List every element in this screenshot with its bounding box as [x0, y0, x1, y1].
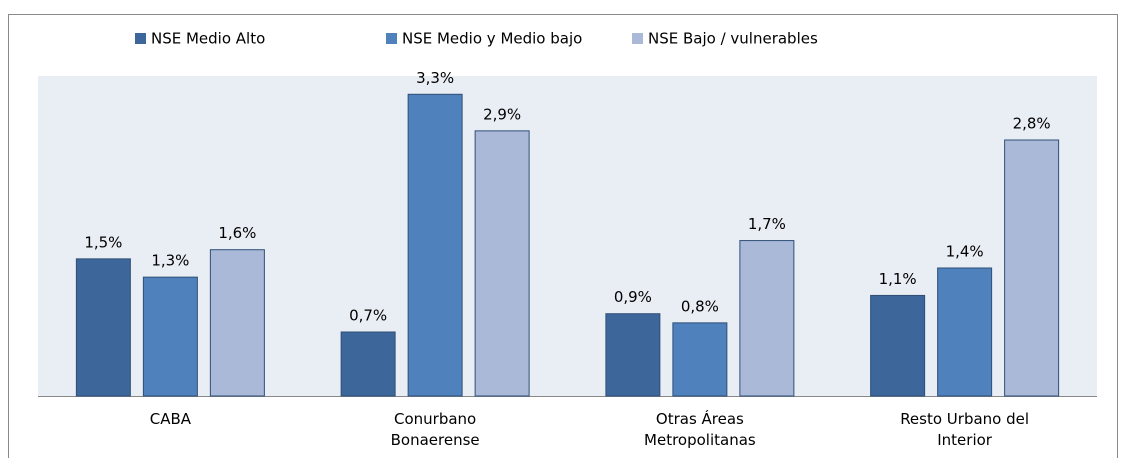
legend-label: NSE Bajo / vulnerables: [648, 30, 818, 48]
bar: [1004, 139, 1060, 397]
x-tick-label: Conurbano Bonaerense: [390, 410, 480, 449]
data-label: 1,7%: [748, 215, 786, 233]
data-label: 1,4%: [946, 243, 984, 261]
data-label: 1,5%: [84, 233, 122, 251]
legend-label: NSE Medio Alto: [151, 30, 265, 48]
data-label: 0,9%: [614, 288, 652, 306]
bar: [937, 267, 993, 397]
bar: [474, 130, 530, 397]
bar: [870, 294, 926, 397]
data-label: 1,3%: [151, 252, 189, 270]
bar: [209, 249, 265, 397]
bar: [672, 322, 728, 397]
data-label: 0,7%: [349, 307, 387, 325]
x-tick-label: CABA: [149, 410, 192, 428]
bar: [407, 93, 463, 397]
bar: [75, 258, 131, 397]
frame: [8, 14, 1118, 458]
x-tick-label: Otras Áreas Metropolitanas: [644, 410, 756, 449]
bar: [340, 331, 396, 397]
bar: [739, 240, 795, 397]
x-tick-label: Resto Urbano del Interior: [900, 410, 1030, 449]
bar: [605, 313, 661, 397]
data-label: 2,9%: [483, 105, 521, 123]
legend-swatch: [632, 33, 643, 44]
data-label: 2,8%: [1013, 115, 1051, 133]
legend-swatch: [135, 33, 146, 44]
data-label: 3,3%: [416, 69, 454, 87]
bar: [142, 276, 198, 397]
data-label: 0,8%: [681, 297, 719, 315]
legend-label: NSE Medio y Medio bajo: [402, 30, 582, 48]
legend-swatch: [386, 33, 397, 44]
data-label: 1,6%: [218, 224, 256, 242]
data-label: 1,1%: [879, 270, 917, 288]
